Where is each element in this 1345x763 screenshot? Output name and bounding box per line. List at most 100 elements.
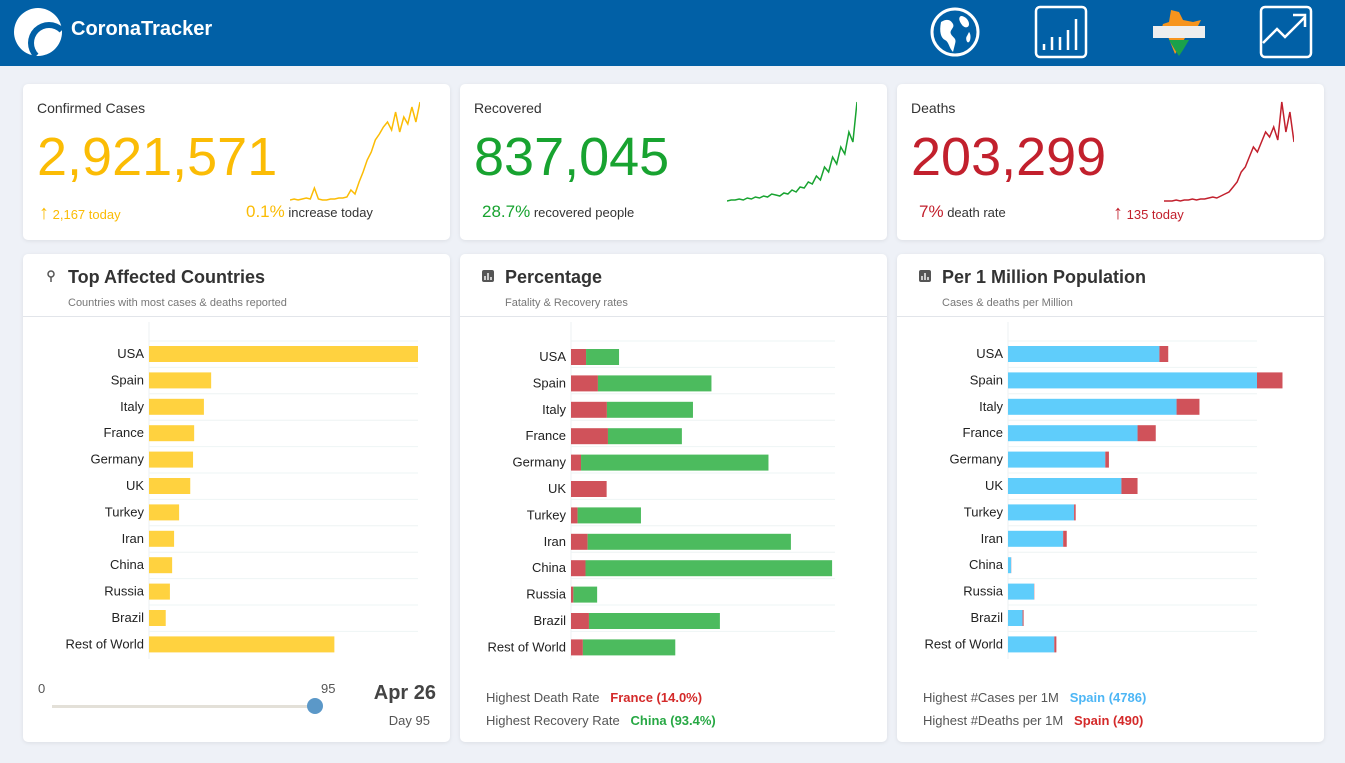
category-label: Germany bbox=[513, 455, 567, 470]
recovered-label: recovered people bbox=[533, 205, 635, 220]
bar-value[interactable] bbox=[149, 346, 418, 362]
bar-deaths[interactable] bbox=[1176, 398, 1200, 415]
card-subtitle: Cases & deaths per Million bbox=[942, 297, 1073, 309]
bar-chart-icon bbox=[919, 270, 931, 282]
death-rate: 7% bbox=[919, 202, 944, 221]
bar-deaths[interactable] bbox=[1022, 610, 1024, 626]
bar-fatality[interactable] bbox=[571, 507, 578, 524]
bar-deaths[interactable] bbox=[1063, 530, 1067, 547]
category-label: Rest of World bbox=[487, 639, 566, 654]
category-label: Brazil bbox=[533, 613, 566, 628]
bar-value[interactable] bbox=[149, 557, 173, 574]
bar-deaths[interactable] bbox=[1137, 425, 1156, 442]
statistics-button[interactable] bbox=[1034, 5, 1088, 59]
per-million-chart: USA Spain Italy France Germany UK Turkey Iran Ch… bbox=[924, 322, 1283, 659]
per-million-card: Per 1 Million Population Cases & deaths … bbox=[897, 254, 1324, 742]
bar-cases[interactable] bbox=[1008, 372, 1257, 389]
bar-recovery[interactable] bbox=[597, 375, 712, 392]
category-label: Turkey bbox=[105, 504, 145, 519]
bar-cases[interactable] bbox=[1008, 451, 1106, 468]
bar-fatality[interactable] bbox=[571, 401, 607, 418]
bar-cases[interactable] bbox=[1008, 504, 1075, 521]
bar-recovery[interactable] bbox=[585, 560, 833, 577]
bar-cases[interactable] bbox=[1008, 583, 1035, 600]
slider-max: 95 bbox=[321, 681, 336, 696]
bar-deaths[interactable] bbox=[1074, 504, 1076, 521]
category-label: Turkey bbox=[527, 507, 567, 522]
bar-fatality[interactable] bbox=[571, 454, 582, 471]
category-label: Rest of World bbox=[65, 636, 144, 651]
category-label: Russia bbox=[963, 584, 1004, 599]
highest-death-rate: Highest Death Rate France (14.0%) bbox=[486, 690, 703, 705]
bar-recovery[interactable] bbox=[586, 349, 620, 365]
bar-value[interactable] bbox=[149, 478, 191, 494]
bar-value[interactable] bbox=[149, 451, 194, 468]
bar-value[interactable] bbox=[149, 530, 175, 547]
bar-value[interactable] bbox=[149, 372, 212, 389]
category-label: USA bbox=[117, 346, 144, 361]
bar-value[interactable] bbox=[149, 398, 204, 415]
bar-recovery[interactable] bbox=[577, 507, 641, 524]
brand-title: CoronaTracker bbox=[71, 18, 213, 40]
bar-recovery[interactable] bbox=[587, 533, 791, 550]
bar-cases[interactable] bbox=[1008, 478, 1122, 494]
day-slider-track[interactable] bbox=[52, 705, 316, 708]
bar-cases[interactable] bbox=[1008, 346, 1160, 362]
bar-fatality[interactable] bbox=[571, 586, 574, 603]
bar-recovery[interactable] bbox=[582, 639, 676, 656]
globe-icon bbox=[930, 7, 980, 57]
bar-value[interactable] bbox=[149, 636, 335, 653]
day-slider-handle[interactable] bbox=[307, 698, 323, 714]
india-map-icon bbox=[1153, 10, 1205, 56]
bar-fatality[interactable] bbox=[571, 533, 588, 550]
india-button[interactable] bbox=[1152, 5, 1206, 59]
top-affected-card: Top Affected Countries Countries with mo… bbox=[23, 254, 450, 742]
bar-value[interactable] bbox=[149, 504, 180, 521]
bar-recovery[interactable] bbox=[573, 586, 598, 603]
bar-fatality[interactable] bbox=[571, 481, 607, 497]
arrow-up-icon: ↑ bbox=[39, 202, 49, 224]
bar-value[interactable] bbox=[149, 610, 166, 626]
bar-value[interactable] bbox=[149, 583, 170, 600]
bar-cases[interactable] bbox=[1008, 398, 1177, 415]
category-label: UK bbox=[985, 478, 1003, 493]
bar-cases[interactable] bbox=[1008, 557, 1012, 574]
bar-fatality[interactable] bbox=[571, 613, 589, 629]
bar-recovery[interactable] bbox=[607, 428, 682, 445]
category-label: Iran bbox=[544, 534, 566, 549]
bar-deaths[interactable] bbox=[1105, 451, 1109, 468]
increase-label: increase today bbox=[288, 205, 373, 220]
confirmed-cases-card: Confirmed Cases 2,921,571 ↑ 2,167 today … bbox=[23, 84, 450, 240]
logo-icon bbox=[14, 8, 70, 64]
world-view-button[interactable] bbox=[928, 5, 982, 59]
bar-deaths[interactable] bbox=[1159, 346, 1169, 362]
trends-button[interactable] bbox=[1259, 5, 1313, 59]
confirmed-count: 2,921,571 bbox=[37, 127, 278, 187]
bar-deaths[interactable] bbox=[1257, 372, 1283, 389]
bar-cases[interactable] bbox=[1008, 425, 1138, 442]
arrow-up-icon: ↑ bbox=[1113, 202, 1123, 224]
bar-cases[interactable] bbox=[1008, 636, 1055, 653]
bar-fatality[interactable] bbox=[571, 560, 586, 577]
category-label: Russia bbox=[104, 584, 145, 599]
recovered-count: 837,045 bbox=[474, 127, 670, 187]
bar-fatality[interactable] bbox=[571, 639, 583, 656]
category-label: Spain bbox=[533, 375, 566, 390]
bar-deaths[interactable] bbox=[1054, 636, 1057, 653]
highest-recovery-rate: Highest Recovery Rate China (93.4%) bbox=[486, 713, 716, 728]
bar-fatality[interactable] bbox=[571, 375, 598, 392]
category-label: Spain bbox=[111, 372, 144, 387]
bar-recovery[interactable] bbox=[581, 454, 769, 471]
bar-chart-icon bbox=[482, 270, 494, 282]
bar-recovery[interactable] bbox=[606, 401, 693, 418]
card-title: Percentage bbox=[505, 267, 603, 287]
bar-cases[interactable] bbox=[1008, 610, 1023, 626]
bar-fatality[interactable] bbox=[571, 428, 608, 445]
bar-cases[interactable] bbox=[1008, 530, 1064, 547]
bar-deaths[interactable] bbox=[1121, 478, 1138, 494]
bar-recovery[interactable] bbox=[588, 613, 720, 629]
category-label: Rest of World bbox=[924, 636, 1003, 651]
sparkline-path bbox=[1164, 101, 1294, 202]
bar-fatality[interactable] bbox=[571, 349, 587, 365]
bar-value[interactable] bbox=[149, 425, 195, 442]
